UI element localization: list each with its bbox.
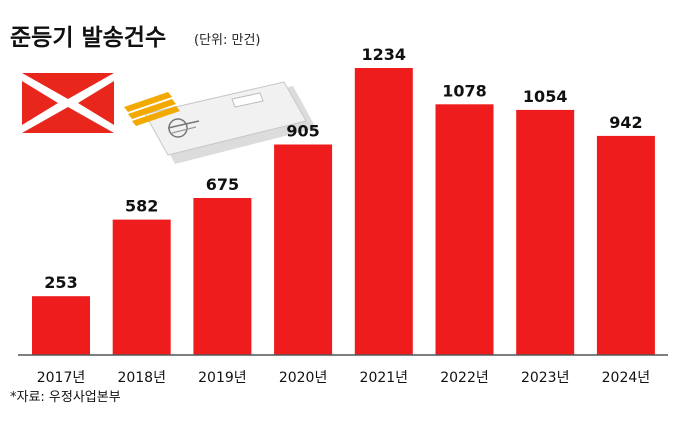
envelope-icon [124,81,316,164]
x-tick-label: 2017년 [37,370,86,386]
value-label: 253 [44,273,77,292]
value-label: 582 [125,197,158,216]
bar-2019년 [193,198,252,355]
bar-2020년 [274,144,333,355]
value-label: 942 [609,113,642,132]
value-label: 1054 [523,87,568,106]
korea-post-logo-icon [22,73,114,133]
bar-2017년 [32,296,90,355]
x-tick-label: 2020년 [279,370,328,386]
value-label: 1234 [362,45,407,64]
value-label: 1078 [442,81,487,100]
value-label: 675 [206,175,239,194]
value-label: 905 [286,122,319,141]
x-tick-label: 2024년 [602,370,651,386]
x-axis-tick-labels: 2017년 2018년 2019년 2020년 2021년 2022년 2023년 2024년 [37,370,650,386]
x-tick-label: 2022년 [440,370,489,386]
x-tick-label: 2018년 [117,370,166,386]
bar-2018년 [112,219,171,355]
x-tick-label: 2021년 [360,370,409,386]
bar-2022년 [435,104,494,355]
chart-title: 준등기 발송건수 [10,25,166,51]
x-tick-label: 2023년 [521,370,570,386]
bar-2021년 [354,68,413,355]
x-tick-label: 2019년 [198,370,247,386]
source-note: *자료: 우정사업본부 [10,390,121,405]
bar-2024년 [596,135,655,355]
bar-series [32,68,655,356]
value-labels: 253 582 675 905 1234 1078 1054 942 [44,45,642,292]
bar-2023년 [516,109,575,356]
unit-label: (단위: 만건) [194,33,261,48]
